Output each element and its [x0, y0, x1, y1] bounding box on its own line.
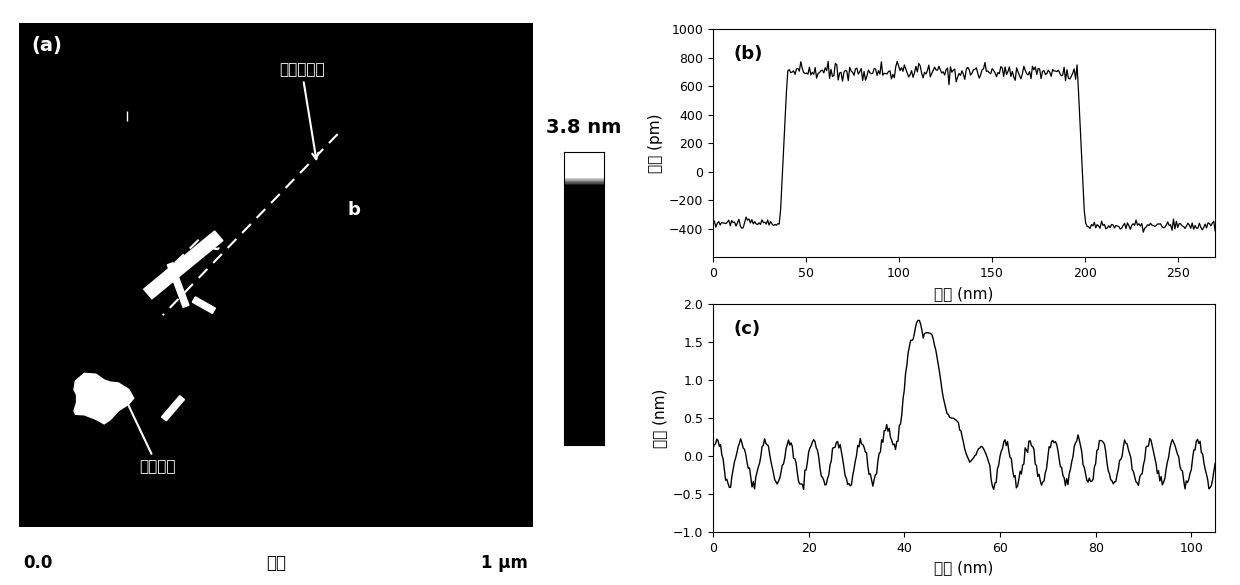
Y-axis label: 高度 (pm): 高度 (pm) [649, 113, 663, 173]
Text: 碳纳米管: 碳纳米管 [124, 395, 176, 474]
X-axis label: 距离 (nm): 距离 (nm) [935, 285, 993, 301]
Text: (a): (a) [31, 36, 62, 55]
Text: (b): (b) [733, 45, 763, 63]
Polygon shape [74, 373, 134, 424]
Text: 0.0: 0.0 [24, 554, 53, 572]
Text: c: c [210, 236, 219, 254]
Polygon shape [192, 297, 216, 314]
Text: 1 μm: 1 μm [481, 554, 528, 572]
Text: b: b [348, 201, 361, 219]
Text: (c): (c) [733, 320, 760, 338]
Text: 3.8 nm: 3.8 nm [547, 119, 621, 137]
Y-axis label: 高度 (nm): 高度 (nm) [652, 388, 667, 448]
Polygon shape [161, 395, 185, 421]
Text: 氧化石墨烯: 氧化石墨烯 [279, 61, 325, 159]
Polygon shape [167, 263, 188, 307]
Polygon shape [144, 231, 223, 299]
Text: 高度: 高度 [265, 554, 286, 572]
X-axis label: 距离 (nm): 距离 (nm) [935, 560, 993, 576]
